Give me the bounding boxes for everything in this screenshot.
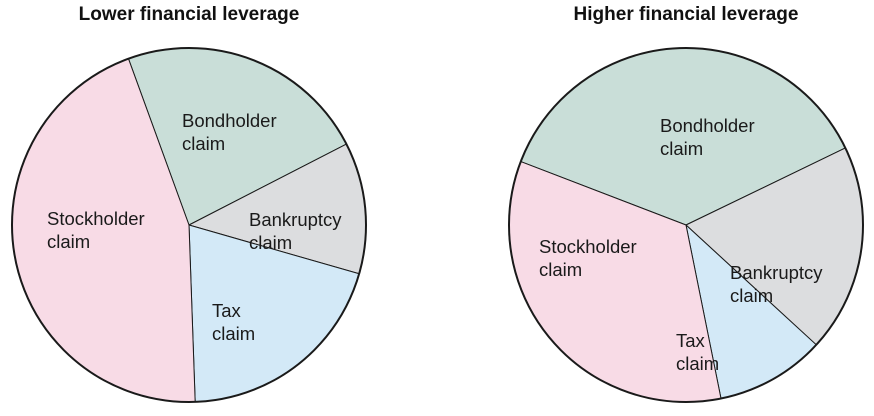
slice-label-bankruptcy: Bankruptcy claim — [249, 209, 342, 253]
pie-outline — [11, 47, 367, 403]
slice-label-bondholder: Bondholder claim — [660, 115, 755, 159]
slice-label-tax: Tax claim — [212, 300, 255, 344]
pie-outline — [508, 47, 864, 403]
slice-label-stockholder: Stockholder claim — [47, 208, 145, 252]
slice-label-stockholder: Stockholder claim — [539, 236, 637, 280]
pie-lower-leverage: Bondholder claim Bankruptcy claim Tax claim St… — [11, 47, 367, 403]
slice-label-tax: Tax claim — [676, 330, 719, 374]
chart-title-lower-leverage: Lower financial leverage — [78, 4, 300, 25]
slice-label-bankruptcy: Bankruptcy claim — [730, 262, 823, 306]
slice-label-bondholder: Bondholder claim — [182, 110, 277, 154]
pie-higher-leverage: Bondholder claim Bankruptcy claim Tax claim St… — [508, 47, 864, 403]
chart-title-higher-leverage: Higher financial leverage — [573, 4, 799, 25]
